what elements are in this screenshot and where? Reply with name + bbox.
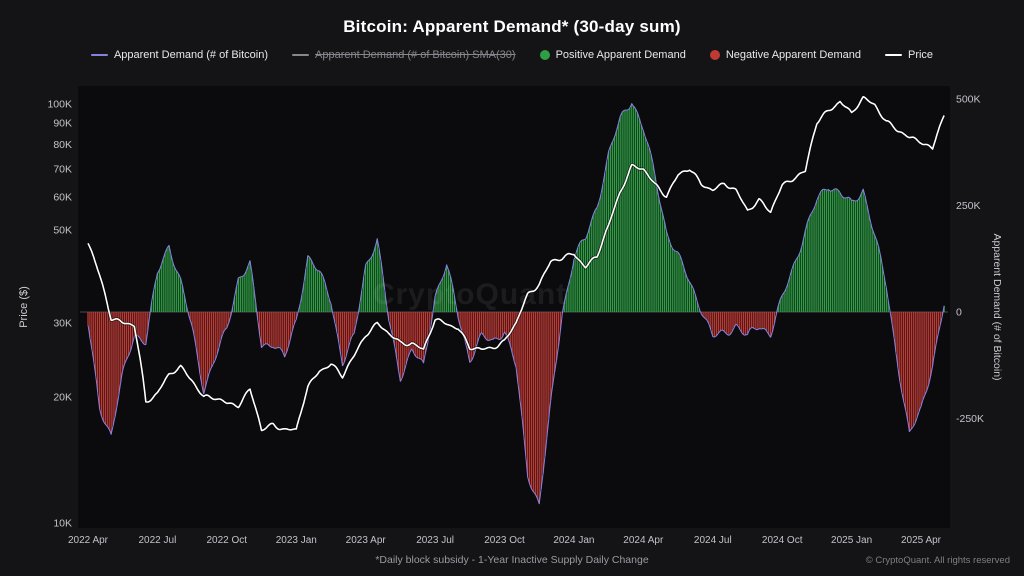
left-tick-label: 90K [53, 118, 72, 130]
legend-dot-swatch [539, 50, 550, 60]
legend-item-negative-apparent-demand[interactable]: Negative Apparent Demand [709, 49, 861, 61]
x-tick-label: 2025 Apr [901, 535, 942, 546]
x-tick-label: 2023 Jul [416, 535, 454, 546]
x-tick-label: 2024 Apr [623, 535, 664, 546]
x-tick-label: 2023 Jan [276, 535, 317, 546]
x-axis-ticks: 2022 Apr 2022 Jul 2022 Oct 2023 Jan 2023 Apr… [68, 535, 942, 546]
right-tick-label: 250K [956, 200, 981, 212]
left-axis-ticks: 100K 90K 80K 70K 60K 50K 30K 20K 10K [47, 99, 72, 530]
legend-item-positive-apparent-demand[interactable]: Positive Apparent Demand [539, 49, 686, 61]
left-tick-label: 70K [53, 163, 72, 175]
x-tick-label: 2025 Jan [831, 535, 872, 546]
legend-label: Apparent Demand (# of Bitcoin) [113, 49, 269, 61]
legend-dot-swatch [709, 50, 720, 60]
legend-line-swatch [292, 54, 310, 56]
left-axis-title: Price ($) [18, 286, 30, 328]
left-tick-label: 60K [53, 192, 72, 204]
right-axis-title: Apparent Demand (# of Bitcoin) [991, 233, 1003, 380]
x-tick-label: 2022 Oct [207, 535, 248, 546]
legend: Apparent Demand (# of Bitcoin) Apparent D… [0, 49, 1024, 61]
x-tick-label: 2024 Jul [694, 535, 732, 546]
legend-item-price[interactable]: Price [884, 49, 934, 61]
apparent-demand-line [87, 103, 945, 505]
right-axis-ticks: 500K 250K 0 -250K [956, 94, 984, 426]
x-tick-label: 2024 Jan [553, 535, 594, 546]
legend-label: Price [907, 49, 934, 61]
legend-item-apparent-demand-of-bitcoin[interactable]: Apparent Demand (# of Bitcoin) [90, 49, 269, 61]
legend-item-apparent-demand-of-bitcoin-sma-30[interactable]: Apparent Demand (# of Bitcoin) SMA(30) [292, 49, 516, 61]
right-tick-label: 0 [956, 307, 962, 319]
legend-line-swatch [884, 54, 902, 56]
legend-label: Apparent Demand (# of Bitcoin) SMA(30) [315, 49, 516, 61]
x-tick-label: 2024 Oct [762, 535, 803, 546]
demand-bars [87, 103, 945, 504]
footnote: *Daily block subsidy - 1-Year Inactive S… [375, 554, 649, 566]
x-tick-label: 2022 Apr [68, 535, 109, 546]
x-tick-label: 2023 Oct [484, 535, 525, 546]
chart-title: Bitcoin: Apparent Demand* (30-day sum) [343, 17, 681, 36]
legend-label: Positive Apparent Demand [555, 49, 686, 61]
price-line [87, 95, 945, 432]
x-tick-label: 2022 Jul [138, 535, 176, 546]
left-tick-label: 80K [53, 139, 72, 151]
left-tick-label: 100K [47, 99, 72, 111]
legend-label: Negative Apparent Demand [725, 49, 861, 61]
right-tick-label: -250K [956, 413, 984, 425]
right-tick-label: 500K [956, 94, 981, 106]
left-tick-label: 50K [53, 225, 72, 237]
left-tick-label: 10K [53, 518, 72, 530]
copyright: © CryptoQuant. All rights reserved [865, 555, 1010, 566]
legend-line-swatch [90, 54, 108, 56]
left-tick-label: 30K [53, 318, 72, 330]
x-tick-label: 2023 Apr [346, 535, 387, 546]
left-tick-label: 20K [53, 391, 72, 403]
